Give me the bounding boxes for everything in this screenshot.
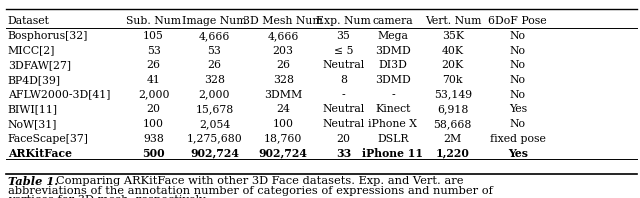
Text: BIWI[11]: BIWI[11] bbox=[8, 104, 58, 114]
Text: No: No bbox=[509, 46, 526, 56]
Text: 6,918: 6,918 bbox=[437, 104, 468, 114]
Text: 902,724: 902,724 bbox=[190, 148, 239, 159]
Text: DSLR: DSLR bbox=[377, 134, 409, 144]
Text: Table 1.: Table 1. bbox=[8, 176, 58, 187]
Text: 4,666: 4,666 bbox=[268, 31, 299, 41]
Text: 20K: 20K bbox=[442, 60, 464, 70]
Text: 53: 53 bbox=[147, 46, 161, 56]
Text: 18,760: 18,760 bbox=[264, 134, 302, 144]
Text: No: No bbox=[509, 119, 526, 129]
Text: 3DMD: 3DMD bbox=[375, 75, 411, 85]
Text: 3DMM: 3DMM bbox=[264, 90, 302, 100]
Text: Vert. Num: Vert. Num bbox=[424, 16, 481, 26]
Text: AFLW2000-3D[41]: AFLW2000-3D[41] bbox=[8, 90, 110, 100]
Text: 3DFAW[27]: 3DFAW[27] bbox=[8, 60, 70, 70]
Text: 8: 8 bbox=[340, 75, 347, 85]
Text: No: No bbox=[509, 60, 526, 70]
Text: 24: 24 bbox=[276, 104, 290, 114]
Text: 15,678: 15,678 bbox=[195, 104, 234, 114]
Text: 58,668: 58,668 bbox=[434, 119, 472, 129]
Text: Yes: Yes bbox=[509, 104, 527, 114]
Text: 2,000: 2,000 bbox=[138, 90, 170, 100]
Text: 20: 20 bbox=[337, 134, 350, 144]
Text: MICC[2]: MICC[2] bbox=[8, 46, 55, 56]
Text: 1,275,680: 1,275,680 bbox=[186, 134, 243, 144]
Text: 53,149: 53,149 bbox=[434, 90, 472, 100]
Text: NoW[31]: NoW[31] bbox=[8, 119, 57, 129]
Text: 100: 100 bbox=[143, 119, 164, 129]
Text: 40K: 40K bbox=[442, 46, 464, 56]
Text: Neutral: Neutral bbox=[322, 119, 365, 129]
Text: 2M: 2M bbox=[444, 134, 462, 144]
Text: DI3D: DI3D bbox=[378, 60, 408, 70]
Text: Yes: Yes bbox=[508, 148, 528, 159]
Text: 33: 33 bbox=[336, 148, 351, 159]
Text: 938: 938 bbox=[143, 134, 164, 144]
Text: 328: 328 bbox=[204, 75, 225, 85]
Text: 500: 500 bbox=[142, 148, 165, 159]
Text: 100: 100 bbox=[273, 119, 294, 129]
Text: Sub. Num: Sub. Num bbox=[126, 16, 181, 26]
Text: 2,000: 2,000 bbox=[198, 90, 230, 100]
Text: 902,724: 902,724 bbox=[259, 148, 308, 159]
Text: Neutral: Neutral bbox=[322, 60, 365, 70]
Text: 20: 20 bbox=[147, 104, 161, 114]
Text: Exp. Num: Exp. Num bbox=[316, 16, 371, 26]
Text: iPhone X: iPhone X bbox=[369, 119, 417, 129]
Text: 203: 203 bbox=[273, 46, 294, 56]
Text: BP4D[39]: BP4D[39] bbox=[8, 75, 61, 85]
Text: -: - bbox=[342, 90, 345, 100]
Text: 35: 35 bbox=[337, 31, 350, 41]
Text: 53: 53 bbox=[207, 46, 221, 56]
Text: 3DMD: 3DMD bbox=[375, 46, 411, 56]
Text: 1,220: 1,220 bbox=[436, 148, 470, 159]
Text: 35K: 35K bbox=[442, 31, 464, 41]
Text: ≤ 5: ≤ 5 bbox=[333, 46, 353, 56]
Text: ARKitFace: ARKitFace bbox=[8, 148, 72, 159]
Text: 26: 26 bbox=[207, 60, 221, 70]
Text: iPhone 11: iPhone 11 bbox=[362, 148, 424, 159]
Text: 328: 328 bbox=[273, 75, 294, 85]
Text: Image Num: Image Num bbox=[182, 16, 246, 26]
Text: 4,666: 4,666 bbox=[198, 31, 230, 41]
Text: Bosphorus[32]: Bosphorus[32] bbox=[8, 31, 88, 41]
Text: No: No bbox=[509, 90, 526, 100]
Text: 6DoF Pose: 6DoF Pose bbox=[488, 16, 547, 26]
Text: Neutral: Neutral bbox=[322, 104, 365, 114]
Text: 2,054: 2,054 bbox=[199, 119, 230, 129]
Text: 41: 41 bbox=[147, 75, 161, 85]
Text: 26: 26 bbox=[276, 60, 290, 70]
Text: Dataset: Dataset bbox=[8, 16, 49, 26]
Text: 105: 105 bbox=[143, 31, 164, 41]
Text: Kinect: Kinect bbox=[375, 104, 411, 114]
Text: fixed pose: fixed pose bbox=[490, 134, 546, 144]
Text: abbreviations of the annotation number of categories of expressions and number o: abbreviations of the annotation number o… bbox=[8, 186, 493, 196]
Text: Mega: Mega bbox=[378, 31, 408, 41]
Text: No: No bbox=[509, 75, 526, 85]
Text: vertices for 3D mesh, respectively.: vertices for 3D mesh, respectively. bbox=[8, 195, 207, 198]
Text: 3D Mesh Num: 3D Mesh Num bbox=[243, 16, 323, 26]
Text: 70k: 70k bbox=[442, 75, 463, 85]
Text: -: - bbox=[391, 90, 395, 100]
Text: 26: 26 bbox=[147, 60, 161, 70]
Text: FaceScape[37]: FaceScape[37] bbox=[8, 134, 88, 144]
Text: camera: camera bbox=[372, 16, 413, 26]
Text: No: No bbox=[509, 31, 526, 41]
Text: Comparing ARKitFace with other 3D Face datasets. Exp. and Vert. are: Comparing ARKitFace with other 3D Face d… bbox=[56, 176, 464, 186]
